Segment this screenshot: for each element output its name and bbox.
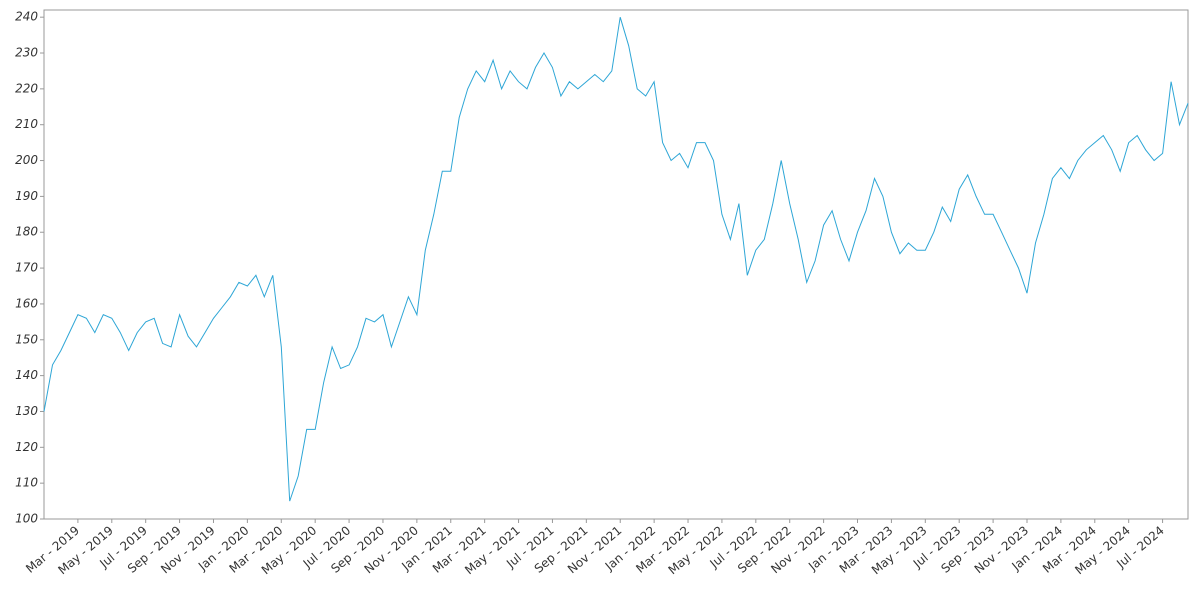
y-tick-label: 150 — [15, 332, 38, 346]
y-tick-label: 210 — [15, 117, 38, 131]
y-tick-label: 240 — [15, 10, 38, 24]
y-tick-label: 130 — [15, 404, 38, 418]
y-tick-label: 200 — [15, 153, 38, 167]
y-tick-label: 170 — [15, 261, 38, 275]
price-line — [43, 17, 1189, 502]
y-tick-label: 230 — [15, 46, 38, 60]
plot-frame — [43, 9, 1189, 520]
y-tick-label: 110 — [15, 476, 38, 490]
y-tick-label: 180 — [15, 225, 38, 239]
y-tick-label: 140 — [15, 368, 38, 382]
y-tick-label: 160 — [15, 296, 38, 310]
y-tick-label: 100 — [15, 512, 38, 526]
y-tick-label: 220 — [15, 81, 38, 95]
y-tick-label: 120 — [15, 440, 38, 454]
y-tick-label: 190 — [15, 189, 38, 203]
